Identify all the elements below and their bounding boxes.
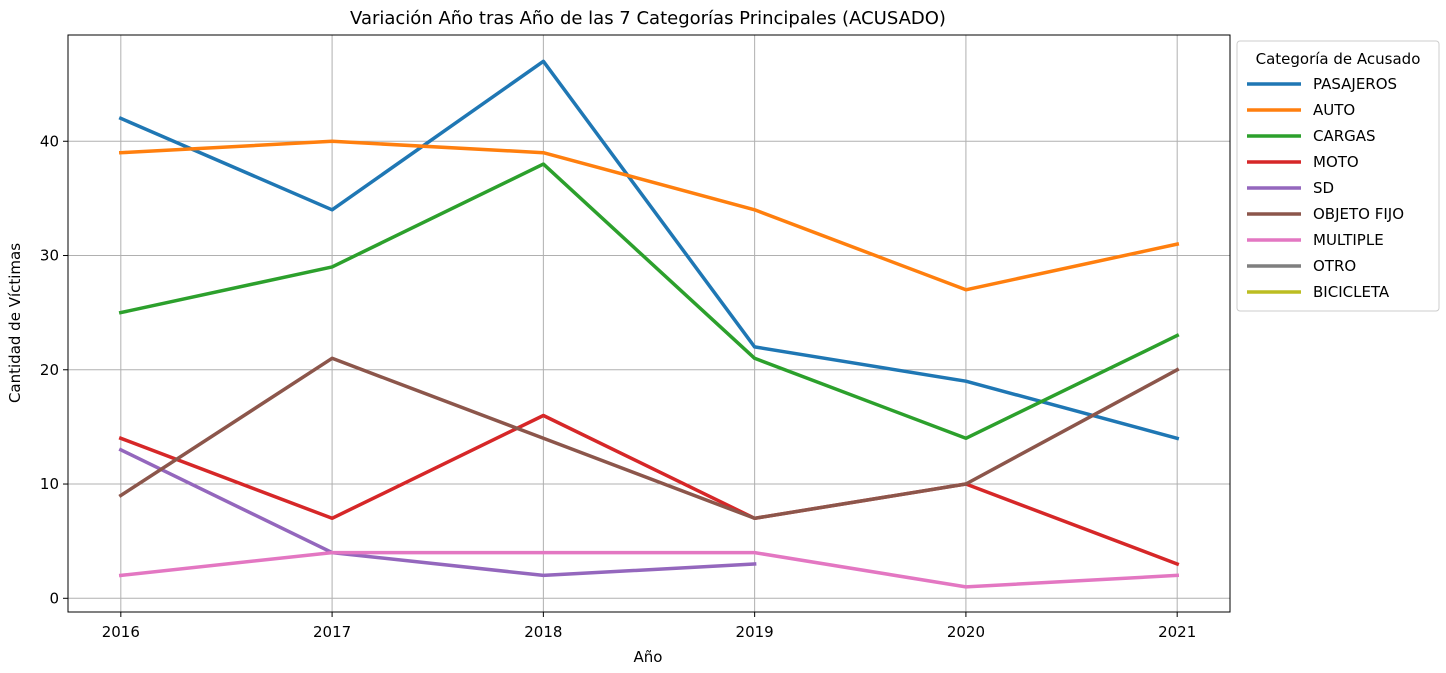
legend-label-objeto-fijo: OBJETO FIJO — [1313, 205, 1404, 223]
legend-label-moto: MOTO — [1313, 153, 1359, 171]
legend-label-bicicleta: BICICLETA — [1313, 283, 1390, 301]
x-axis-label: Año — [634, 648, 663, 666]
x-axis-ticks: 2016 2017 2018 2019 2020 2021 — [102, 612, 1196, 641]
legend-label-pasajeros: PASAJEROS — [1313, 75, 1397, 93]
chart-title: Variación Año tras Año de las 7 Categorí… — [350, 8, 946, 29]
x-tick-label: 2021 — [1158, 623, 1196, 641]
grid-lines — [68, 35, 1230, 612]
y-tick-label: 10 — [40, 475, 59, 493]
x-tick-label: 2018 — [524, 623, 562, 641]
legend-label-sd: SD — [1313, 179, 1334, 197]
series-line-pasajeros — [118, 59, 1180, 441]
legend-title: Categoría de Acusado — [1256, 50, 1421, 68]
x-tick-label: 2020 — [947, 623, 985, 641]
series-lines — [118, 59, 1180, 589]
legend-label-cargas: CARGAS — [1313, 127, 1376, 145]
y-tick-label: 30 — [40, 247, 59, 265]
x-tick-label: 2016 — [102, 623, 140, 641]
x-tick-label: 2019 — [736, 623, 774, 641]
y-tick-label: 20 — [40, 361, 59, 379]
y-tick-label: 0 — [49, 589, 59, 607]
series-line-sd — [118, 447, 757, 578]
series-line-cargas — [118, 162, 1180, 441]
legend-items: PASAJEROS AUTO CARGAS MOTO SD OBJETO FIJO MULT… — [1247, 75, 1404, 301]
series-line-moto — [118, 413, 1180, 567]
series-line-multiple — [118, 550, 1180, 589]
y-axis-label: Cantidad de Víctimas — [6, 243, 24, 403]
plot-area-frame — [67, 34, 1231, 613]
legend-label-auto: AUTO — [1313, 101, 1355, 119]
legend: Categoría de Acusado PASAJEROS AUTO CARGAS… — [1236, 40, 1440, 312]
y-tick-label: 40 — [40, 132, 59, 150]
series-line-auto — [118, 139, 1180, 292]
legend-label-otro: OTRO — [1313, 257, 1356, 275]
x-tick-label: 2017 — [313, 623, 351, 641]
series-line-objeto-fijo — [118, 356, 1180, 521]
legend-label-multiple: MULTIPLE — [1313, 231, 1384, 249]
y-axis-ticks: 0 10 20 30 40 — [40, 132, 68, 607]
